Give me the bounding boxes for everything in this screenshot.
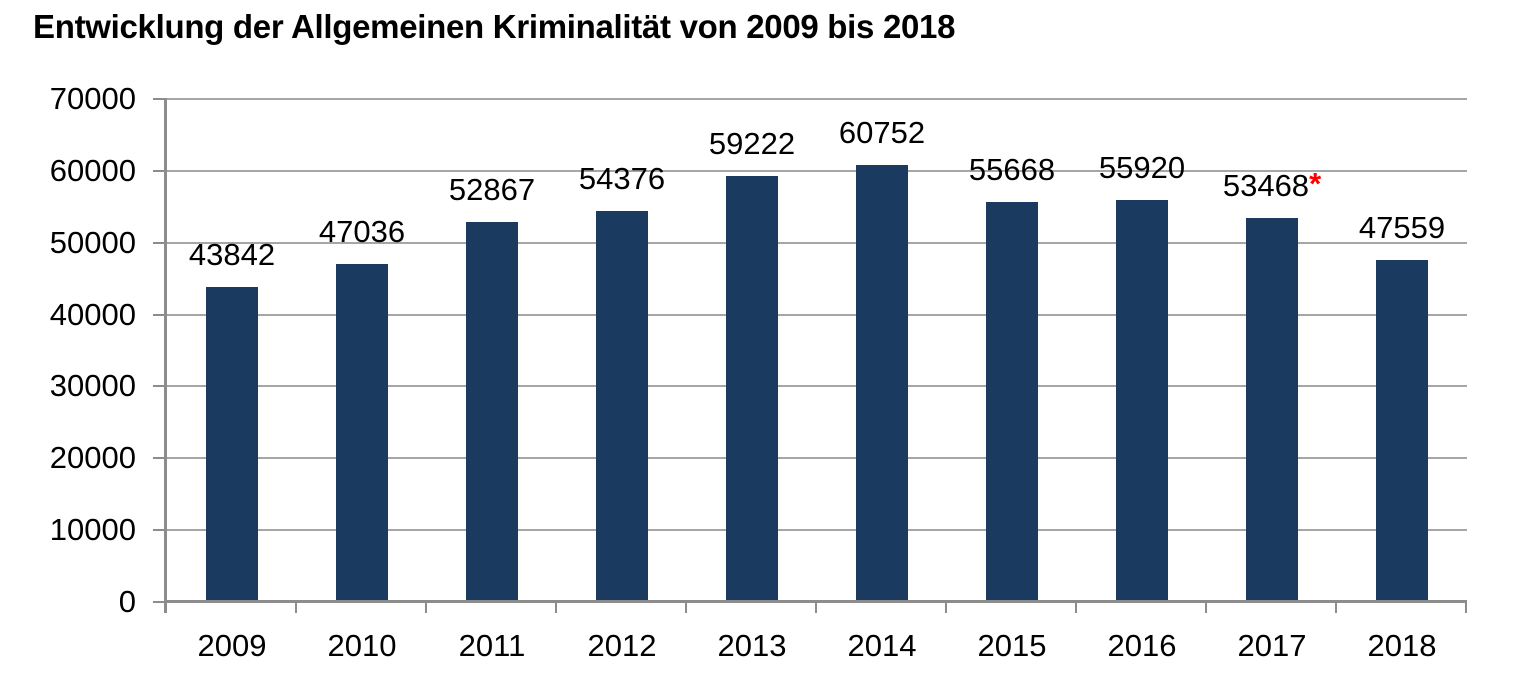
- y-axis-tick: [153, 457, 167, 460]
- y-axis-tick-label: 40000: [49, 296, 136, 332]
- y-axis-tick: [153, 98, 167, 100]
- bar-2009: [206, 286, 258, 602]
- x-axis-category-label: 2011: [458, 628, 526, 663]
- x-axis-category-label: 2014: [847, 628, 917, 663]
- x-axis-category-label: 2013: [717, 628, 787, 663]
- x-axis-tick: [1335, 603, 1337, 613]
- bar-value-text: 60752: [838, 115, 926, 151]
- chart-title: Entwicklung der Allgemeinen Kriminalität…: [33, 8, 956, 45]
- y-axis-tick-label: 0: [118, 584, 136, 619]
- bar-2018: [1376, 260, 1428, 602]
- y-axis-tick: [153, 313, 167, 316]
- bar-value-text: 53468: [1222, 167, 1310, 203]
- x-axis-tick: [295, 603, 297, 613]
- y-axis-tick: [153, 601, 167, 603]
- bar-value-text: 54376: [578, 161, 666, 197]
- x-axis-category-label: 2009: [197, 628, 267, 663]
- bar-2012: [596, 211, 648, 602]
- y-axis-tick: [153, 529, 167, 532]
- bar-value-text: 47559: [1358, 210, 1446, 246]
- y-axis-tick-label: 50000: [49, 224, 136, 260]
- y-axis-tick: [153, 241, 167, 244]
- bar-value-label: 59222: [642, 126, 862, 162]
- bar-value-text: 59222: [708, 126, 796, 162]
- bar-2013: [726, 176, 778, 602]
- bar-value-text: 52867: [448, 172, 536, 208]
- bar-2016: [1116, 200, 1168, 602]
- bar-2015: [986, 201, 1038, 602]
- gridline: [167, 98, 1467, 100]
- y-axis-tick-label: 60000: [49, 152, 136, 188]
- x-axis-tick: [685, 603, 687, 613]
- x-axis-tick: [945, 603, 947, 613]
- y-axis-tick-label: 10000: [49, 512, 136, 548]
- bar-value-label: 53468*: [1162, 165, 1382, 204]
- bar-2017: [1246, 217, 1298, 602]
- y-axis-tick-label: 20000: [49, 440, 136, 476]
- gridline: [167, 241, 1467, 244]
- x-axis-category-label: 2015: [977, 628, 1047, 663]
- bar-value-label: 55668: [902, 152, 1122, 188]
- y-axis-line: [164, 98, 167, 613]
- x-axis-tick: [1205, 603, 1207, 613]
- bar-value-label: 55920: [1032, 150, 1252, 186]
- y-axis-tick: [153, 385, 167, 388]
- x-axis-category-label: 2010: [327, 628, 397, 663]
- bar-value-label: 52867: [382, 172, 602, 208]
- x-axis-category-label: 2018: [1367, 628, 1437, 663]
- x-axis-tick: [165, 603, 167, 613]
- bar-value-text: 55920: [1098, 150, 1186, 186]
- x-axis-category-label: 2016: [1107, 628, 1177, 663]
- x-axis-category-label: 2012: [587, 628, 657, 663]
- x-axis-category-label: 2017: [1237, 628, 1307, 663]
- bar-value-label: 54376: [512, 161, 732, 197]
- y-axis-tick-label: 30000: [49, 368, 136, 404]
- bar-value-label: 47036: [252, 214, 472, 250]
- bar-value-text: 47036: [318, 214, 406, 249]
- y-axis-tick: [153, 169, 167, 172]
- bar-value-text: 55668: [968, 151, 1056, 187]
- bar-value-text: 43842: [188, 236, 276, 272]
- x-axis-tick: [1075, 603, 1077, 613]
- x-axis-tick: [815, 603, 817, 613]
- bar-2011: [466, 222, 518, 602]
- y-axis-tick-label: 70000: [49, 81, 136, 116]
- bar-value-label: 43842: [122, 237, 342, 273]
- gridline: [167, 457, 1467, 460]
- x-axis-tick: [1465, 603, 1467, 613]
- x-axis-line: [164, 600, 1467, 603]
- bar-2010: [336, 264, 388, 602]
- gridline: [167, 169, 1467, 172]
- gridline: [167, 313, 1467, 316]
- bar-value-label: 60752: [772, 115, 992, 151]
- footnote-asterisk: *: [1309, 165, 1322, 201]
- gridline: [167, 529, 1467, 532]
- x-axis-tick: [555, 603, 557, 613]
- bar-2014: [856, 165, 908, 602]
- bar-value-label: 47559: [1292, 210, 1512, 246]
- gridline: [167, 385, 1467, 388]
- x-axis-tick: [425, 603, 427, 613]
